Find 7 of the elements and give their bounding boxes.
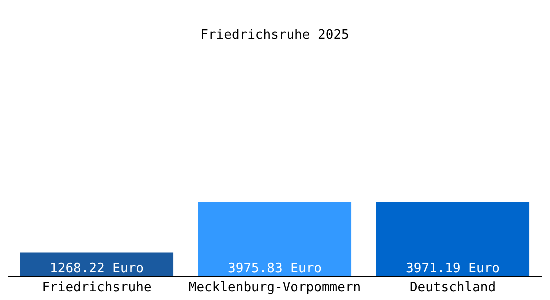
x-tick-label: Friedrichsruhe: [42, 280, 152, 296]
x-tick-label: Deutschland: [410, 280, 496, 296]
data-label: 3971.19 Euro: [406, 261, 500, 276]
data-label: 3975.83 Euro: [228, 261, 322, 276]
chart-title: Friedrichsruhe 2025: [200, 28, 350, 44]
data-label: 1268.22 Euro: [50, 261, 144, 276]
x-tick-label: Mecklenburg-Vorpommern: [188, 280, 362, 296]
